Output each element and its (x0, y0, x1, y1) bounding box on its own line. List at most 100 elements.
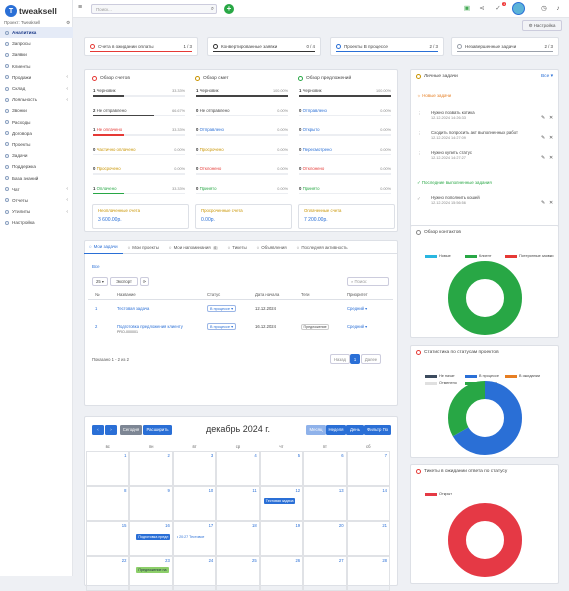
sidebar-item[interactable]: Чат ‹ (0, 184, 73, 195)
overview-row[interactable]: 0 Просрочено 0.00% (90, 163, 188, 183)
chat-icon[interactable]: ▣ (463, 5, 471, 12)
donut-slice[interactable] (448, 261, 522, 335)
search-input[interactable]: Поиск... ⌕ (91, 4, 217, 14)
sidebar-item[interactable]: Аналитика (0, 27, 73, 39)
sidebar-item[interactable]: Поддержка (0, 161, 73, 172)
calendar-day-cell[interactable]: 3 (172, 451, 217, 486)
calendar-day-cell[interactable]: 11 (216, 486, 260, 521)
settings-button[interactable]: ⚙ Настройка (522, 20, 562, 31)
close-icon[interactable]: ✕ (549, 155, 554, 161)
calendar-day-cell[interactable]: 13 (303, 486, 347, 521)
calendar-day-cell[interactable]: 24 (172, 556, 217, 591)
edit-icon[interactable]: ✎ (541, 115, 546, 121)
overview-row[interactable]: 1 Не оплачено 33.33% (90, 124, 188, 144)
calendar-view-button[interactable]: Месяц (306, 425, 326, 435)
overview-row[interactable]: 1 Черновик 100.00% (193, 85, 291, 105)
calendar-day-cell[interactable]: 15 (86, 521, 130, 556)
calendar-day-cell[interactable]: 16 (129, 521, 173, 556)
sidebar-item[interactable]: Настройка (0, 217, 73, 228)
overview-row[interactable]: 0 Принято 0.00% (193, 183, 291, 203)
calendar-view-button[interactable]: День (346, 425, 364, 435)
status-dropdown[interactable]: В процессе ▾ (207, 305, 236, 312)
drag-handle-icon[interactable]: ⋮ (417, 151, 422, 156)
legend-item[interactable]: Отменено (425, 381, 457, 385)
drag-handle-icon[interactable]: ⋮ (417, 131, 422, 136)
calendar-day-cell[interactable]: 25 (216, 556, 260, 591)
edit-icon[interactable]: ✎ (541, 135, 546, 141)
legend-item[interactable]: Потерянные заявки (505, 254, 554, 258)
calendar-day-cell[interactable]: 21 (346, 521, 390, 556)
stat-card[interactable]: Проекты В процессе 2 / 3 (330, 37, 444, 56)
calendar-day-cell[interactable]: 28 (346, 556, 390, 591)
close-icon[interactable]: ✕ (549, 115, 554, 121)
priority-dropdown[interactable]: Средний ▾ (347, 324, 368, 329)
sidebar-item[interactable]: База знаний (0, 172, 73, 183)
calendar-day-cell[interactable]: 27 (303, 556, 347, 591)
column-header[interactable]: Дата начала (255, 292, 280, 297)
project-selector[interactable]: Проект: Tweaksell ⚙ (4, 20, 70, 26)
calendar-day-cell[interactable]: 7 (346, 451, 390, 486)
prev-page-button[interactable]: Назад (330, 354, 350, 364)
calendar-event[interactable]: Подготовка предл (136, 534, 171, 540)
calendar-day-cell[interactable]: 10 (172, 486, 217, 521)
calendar-day-cell[interactable]: 14 (346, 486, 390, 521)
sidebar-item[interactable]: Проекты (0, 139, 73, 150)
overview-row[interactable]: 0 Не отправлено 0.00% (193, 105, 291, 125)
overview-row[interactable]: 1 Черновик 100.00% (296, 85, 394, 105)
overview-row[interactable]: 0 Частично оплачено 0.00% (90, 144, 188, 164)
table-search-input[interactable]: ⌕ Поиск: (347, 277, 389, 286)
brand-logo[interactable]: T tweaksell (5, 4, 75, 18)
gear-icon[interactable]: ⚙ (66, 20, 70, 25)
sidebar-item[interactable]: Лояльность ‹ (0, 94, 73, 105)
legend-item[interactable]: В процессе (465, 374, 499, 378)
calendar-today-button[interactable]: Сегодня (120, 425, 142, 435)
tab[interactable]: ○ Тикеты (223, 242, 252, 254)
personal-task[interactable]: Нужно пополнить кошей 12.12.2024 15:56:56 (431, 195, 480, 205)
overview-row[interactable]: 0 Пересмотрено 0.00% (296, 144, 394, 164)
personal-task[interactable]: Нужно купить статус 12.12.2024 14:27:27 (431, 150, 472, 160)
sidebar-item[interactable]: Расходы (0, 117, 73, 128)
calendar-day-cell[interactable]: 4 (216, 451, 260, 486)
checklist-icon[interactable]: ✓ 1 (495, 2, 506, 12)
page-size-select[interactable]: 25 ▾ (92, 277, 108, 286)
tab[interactable]: ○ Мои задачи (84, 242, 123, 254)
overview-row[interactable]: 1 Черновик 33.33% (90, 85, 188, 105)
calendar-day-cell[interactable]: 2 (129, 451, 173, 486)
personal-tasks-filter[interactable]: Все ▾ (540, 74, 553, 79)
calendar-view-button[interactable]: Неделя (326, 425, 346, 435)
overview-row[interactable]: 0 Отклонено 0.00% (296, 163, 394, 183)
calendar-view-button[interactable]: Фильтр По (364, 425, 391, 435)
filter-all-link[interactable]: Все (92, 264, 100, 269)
calendar-day-cell[interactable]: 8 (86, 486, 130, 521)
overview-row[interactable]: 2 Не отправлено 66.67% (90, 105, 188, 125)
calendar-event[interactable]: • 20:27 Тестовое (176, 535, 205, 539)
overview-row[interactable]: 0 Принято 0.00% (296, 183, 394, 203)
overview-row[interactable]: 0 Открыто 0.00% (296, 124, 394, 144)
bell-icon[interactable]: ♪ (556, 5, 560, 12)
overview-row[interactable]: 0 Просрочено 0.00% (193, 144, 291, 164)
sidebar-item[interactable]: Запросы (0, 38, 73, 49)
sidebar-item[interactable]: Утилиты ‹ (0, 206, 73, 217)
sidebar-item[interactable]: Отчеты ‹ (0, 195, 73, 206)
tab[interactable]: ○ Мои проекты (123, 242, 164, 254)
avatar[interactable] (512, 2, 525, 15)
sidebar-item[interactable]: Продажи ‹ (0, 72, 73, 83)
next-page-button[interactable]: Далее (361, 354, 381, 364)
task-name-link[interactable]: Тестовая задача (117, 306, 150, 311)
legend-item[interactable]: В ожидании (505, 374, 540, 378)
calendar-prev-button[interactable]: ‹ (92, 425, 104, 435)
share-icon[interactable]: ⋖ (479, 5, 485, 12)
stat-card[interactable]: Конвертированные заявки 0 / 4 (207, 37, 321, 56)
column-header[interactable]: № (95, 292, 100, 297)
sidebar-item[interactable]: Клиенты (0, 61, 73, 72)
overview-row[interactable]: 0 Отправлено 0.00% (193, 124, 291, 144)
summary-box[interactable]: Просроченные счета 0.00р. (195, 204, 292, 229)
calendar-next-button[interactable]: › (105, 425, 117, 435)
donut-slice[interactable] (448, 381, 522, 455)
refresh-button[interactable]: ⟳ (140, 277, 149, 286)
tab[interactable]: ○ Последняя активность (292, 242, 353, 254)
overview-row[interactable]: 0 Отклонено 0.00% (193, 163, 291, 183)
calendar-day-cell[interactable]: 9 (129, 486, 173, 521)
legend-item[interactable]: Не начат (425, 374, 455, 378)
column-header[interactable]: Приоритет (347, 292, 368, 297)
